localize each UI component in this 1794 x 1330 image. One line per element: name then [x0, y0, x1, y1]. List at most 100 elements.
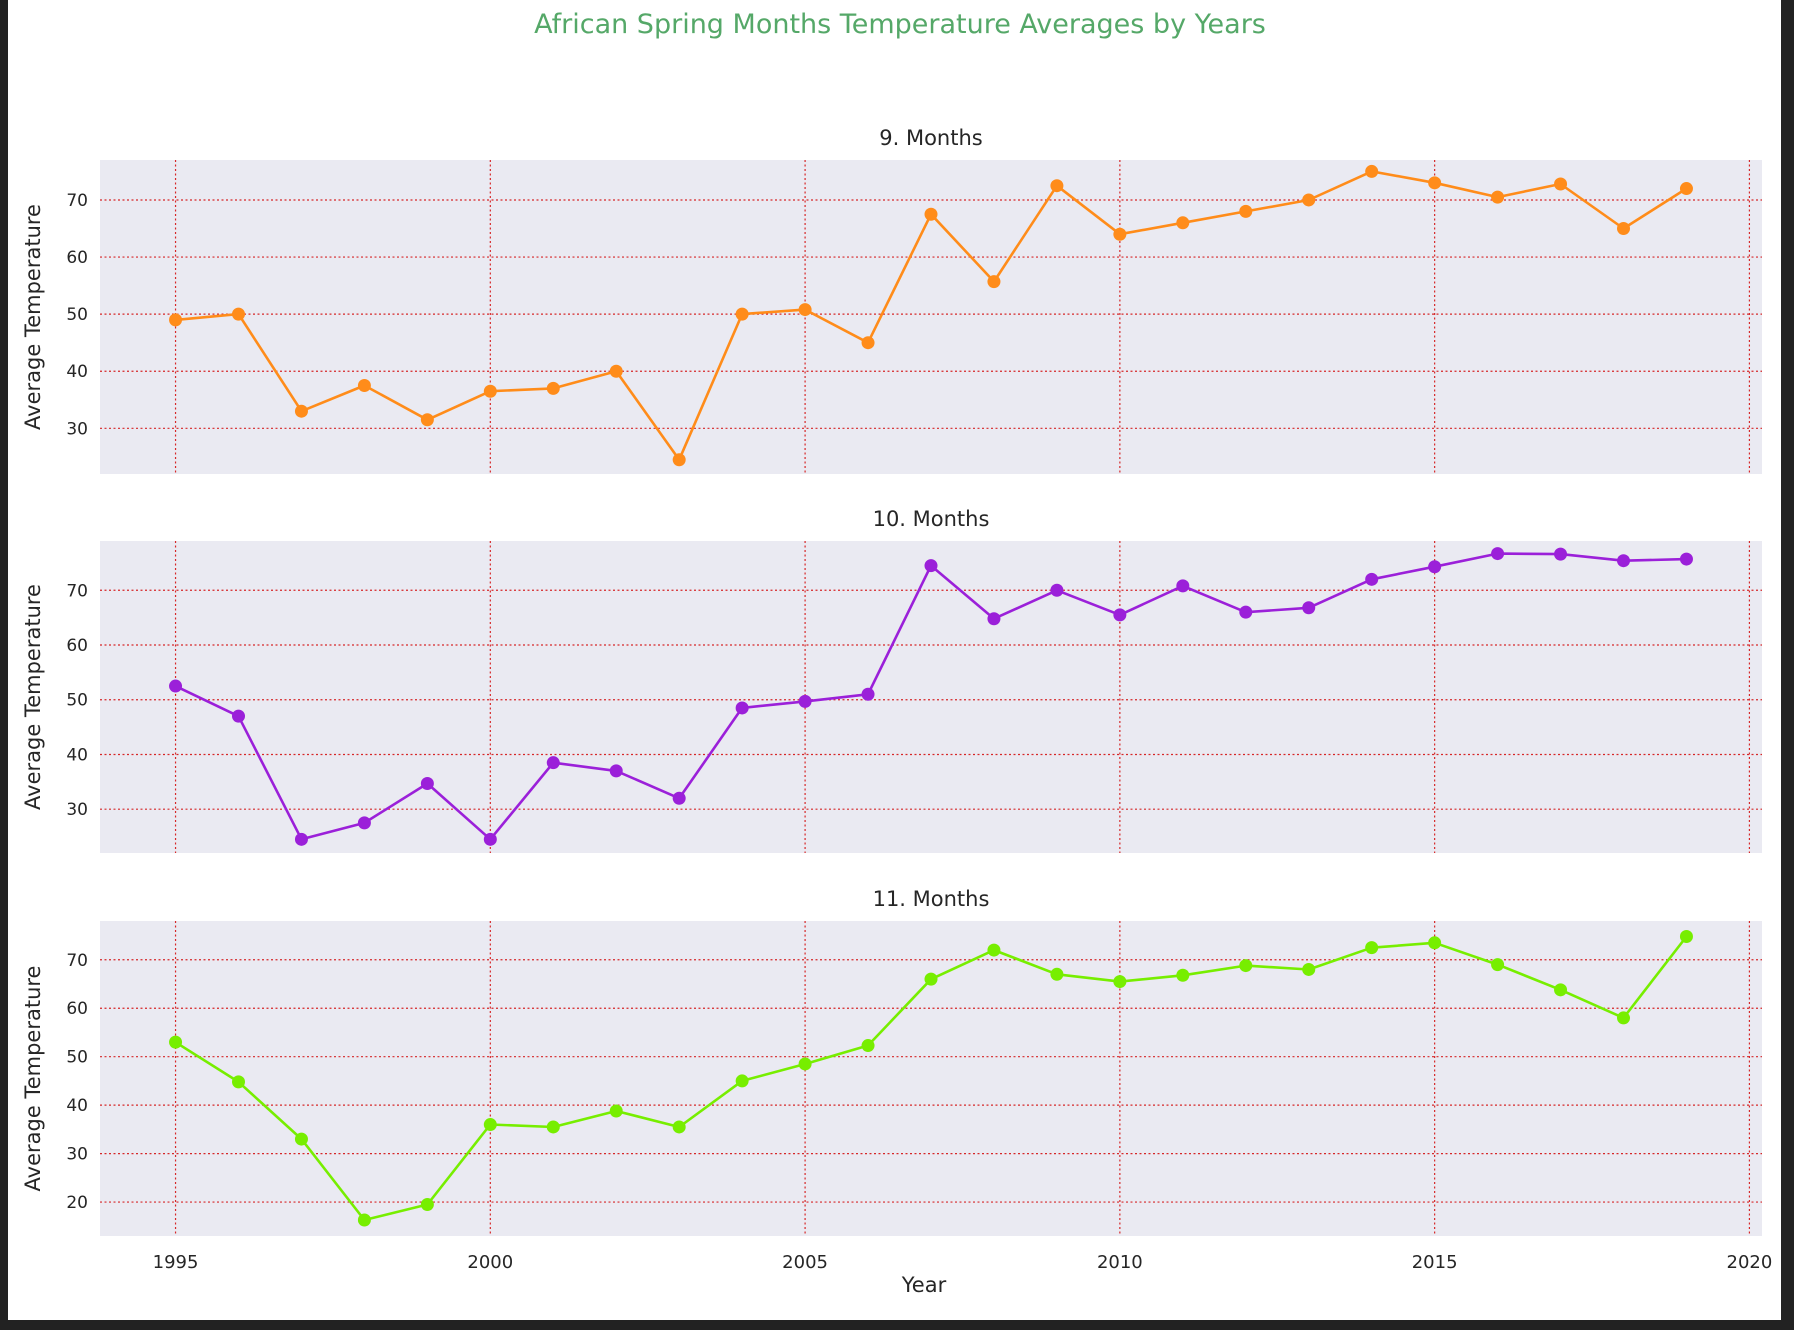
data-point	[420, 776, 434, 790]
data-point	[420, 1198, 434, 1211]
data-point	[357, 816, 371, 830]
y-tick-label: 70	[66, 951, 88, 971]
data-point	[1554, 983, 1568, 997]
y-tick-label: 30	[66, 800, 88, 820]
y-tick-label: 70	[66, 191, 88, 211]
data-point	[1554, 547, 1568, 561]
data-point	[357, 379, 371, 393]
data-point	[1365, 164, 1379, 178]
data-point	[924, 559, 938, 573]
plot-background	[100, 541, 1762, 853]
data-point	[294, 1132, 308, 1146]
data-point	[735, 701, 749, 715]
panel-title: 10. Months	[873, 507, 990, 531]
data-point	[1239, 959, 1253, 973]
data-point	[483, 832, 497, 846]
figure: African Spring Months Temperature Averag…	[21, 9, 1773, 1297]
data-point	[1302, 601, 1316, 615]
y-tick-label: 50	[66, 691, 88, 711]
panel-1: 30 40 50 60 70 9. Months Average Temperature	[21, 126, 1762, 474]
data-point	[1491, 190, 1505, 204]
data-point	[483, 1118, 497, 1132]
data-point	[1176, 968, 1190, 982]
data-point	[546, 756, 560, 770]
y-axis-label: Average Temperature	[21, 204, 45, 430]
data-point	[1365, 572, 1379, 586]
data-point	[861, 336, 875, 350]
data-point	[420, 413, 434, 427]
data-point	[169, 1035, 183, 1049]
chart-title: African Spring Months Temperature Averag…	[534, 9, 1266, 40]
data-point	[1617, 222, 1630, 236]
data-point	[1617, 1011, 1630, 1025]
y-tick-label: 50	[66, 305, 88, 325]
data-point	[1050, 583, 1064, 597]
data-point	[1050, 179, 1064, 193]
data-point	[1491, 547, 1505, 561]
panel-title: 11. Months	[873, 887, 990, 911]
data-point	[1428, 176, 1442, 190]
data-point	[294, 404, 308, 418]
data-point	[1679, 930, 1693, 944]
data-point	[735, 307, 749, 321]
y-tick-label: 50	[66, 1048, 88, 1068]
data-point	[672, 1120, 686, 1134]
data-point	[1679, 182, 1693, 196]
data-point	[1365, 941, 1379, 955]
data-point	[987, 612, 1001, 626]
y-tick-label: 40	[66, 1096, 88, 1116]
y-axis-label: Average Temperature	[21, 584, 45, 810]
data-point	[1428, 560, 1442, 574]
chart-frame: African Spring Months Temperature Averag…	[8, 0, 1781, 1320]
x-tick-label: 2005	[782, 1252, 828, 1273]
data-point	[924, 207, 938, 221]
data-point	[357, 1213, 371, 1227]
x-tick-label: 1995	[153, 1252, 199, 1273]
x-axis-label: Year	[901, 1273, 947, 1297]
x-tick-label: 2000	[467, 1252, 513, 1273]
data-point	[232, 307, 245, 321]
data-point	[987, 943, 1001, 957]
y-tick-label: 30	[66, 1145, 88, 1165]
data-point	[169, 679, 183, 693]
data-point	[1113, 608, 1127, 622]
data-point	[1554, 177, 1568, 191]
data-point	[483, 384, 497, 398]
panel-3: 20 30 40 50 60 70 11. Months Average Temperatur…	[21, 887, 1762, 1236]
data-point	[1679, 552, 1693, 566]
y-tick-label: 30	[66, 419, 88, 439]
data-point	[798, 303, 812, 317]
data-point	[987, 275, 1001, 289]
data-point	[798, 694, 812, 708]
data-point	[546, 1120, 560, 1134]
data-point	[924, 972, 938, 986]
data-point	[1617, 554, 1630, 568]
x-tick-label: 2020	[1727, 1252, 1773, 1273]
data-point	[609, 364, 623, 378]
data-point	[1302, 962, 1316, 976]
plot-background	[100, 160, 1762, 474]
panel-title: 9. Months	[879, 126, 982, 150]
y-tick-label: 40	[66, 745, 88, 765]
y-tick-label: 40	[66, 362, 88, 382]
data-point	[1050, 967, 1064, 981]
data-point	[861, 1039, 875, 1053]
data-point	[169, 313, 183, 327]
data-point	[1113, 227, 1127, 241]
data-point	[1176, 579, 1190, 593]
y-tick-label: 60	[66, 636, 88, 656]
data-point	[232, 1075, 245, 1089]
data-point	[294, 832, 308, 846]
data-point	[1113, 975, 1127, 989]
x-tick-label: 2015	[1412, 1252, 1458, 1273]
data-point	[861, 687, 875, 701]
data-point	[735, 1074, 749, 1088]
data-point	[1239, 605, 1253, 619]
data-point	[1239, 204, 1253, 218]
y-tick-label: 60	[66, 248, 88, 268]
y-axis-label: Average Temperature	[21, 966, 45, 1192]
data-point	[1428, 936, 1442, 950]
plot-background	[100, 921, 1762, 1236]
data-point	[672, 791, 686, 805]
data-point	[672, 453, 686, 467]
